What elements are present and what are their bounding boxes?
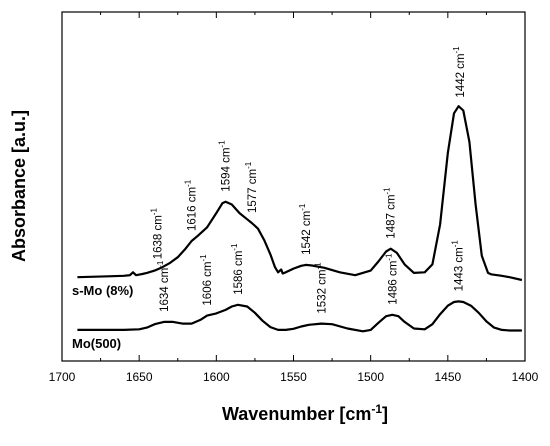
- peak-labels: 1638 cm-1 1616 cm-1 1594 cm-1 1577 cm-1 1542…: [150, 46, 468, 314]
- peak-label: 1577 cm-1: [244, 161, 259, 213]
- peak-label: 1638 cm-1: [150, 208, 165, 260]
- peak-label: 1486 cm-1: [384, 253, 399, 305]
- peak-label: 1443 cm-1: [451, 240, 466, 292]
- series-labels: s-Mo (8%) Mo(500): [72, 283, 133, 351]
- series-label-1: Mo(500): [72, 336, 121, 351]
- peak-label: 1532 cm-1: [313, 262, 328, 314]
- peak-label: 1442 cm-1: [452, 46, 467, 98]
- x-tick-label: 1550: [280, 370, 307, 384]
- x-tick-label: 1650: [126, 370, 153, 384]
- x-tick-label: 1400: [512, 370, 539, 384]
- series-line-0: [77, 105, 523, 282]
- peak-label: 1594 cm-1: [218, 140, 233, 192]
- peak-label: 1634 cm-1: [156, 260, 171, 312]
- peak-label: 1606 cm-1: [199, 254, 214, 306]
- y-axis-title: Absorbance [a.u.]: [9, 110, 29, 262]
- peak-label: 1616 cm-1: [184, 179, 199, 231]
- peak-label: 1487 cm-1: [383, 187, 398, 239]
- series-label-0: s-Mo (8%): [72, 283, 133, 298]
- x-tick-label: 1600: [203, 370, 230, 384]
- x-axis-title-sup: -1: [371, 402, 382, 416]
- series-line-1: [77, 300, 522, 333]
- x-tick-label: 1500: [357, 370, 384, 384]
- x-tick-label: 1700: [49, 370, 76, 384]
- x-axis-ticks: 1700 1650 1600 1550 1500 1450 1400: [49, 12, 539, 384]
- peak-label: 1586 cm-1: [230, 243, 245, 295]
- x-axis-title-end: ]: [382, 404, 388, 424]
- x-axis-title: Wavenumber [cm-1]: [222, 402, 388, 424]
- peak-label: 1542 cm-1: [298, 203, 313, 255]
- x-tick-label: 1450: [434, 370, 461, 384]
- x-axis-title-main: Wavenumber [cm: [222, 404, 371, 424]
- series-layer: [77, 105, 523, 333]
